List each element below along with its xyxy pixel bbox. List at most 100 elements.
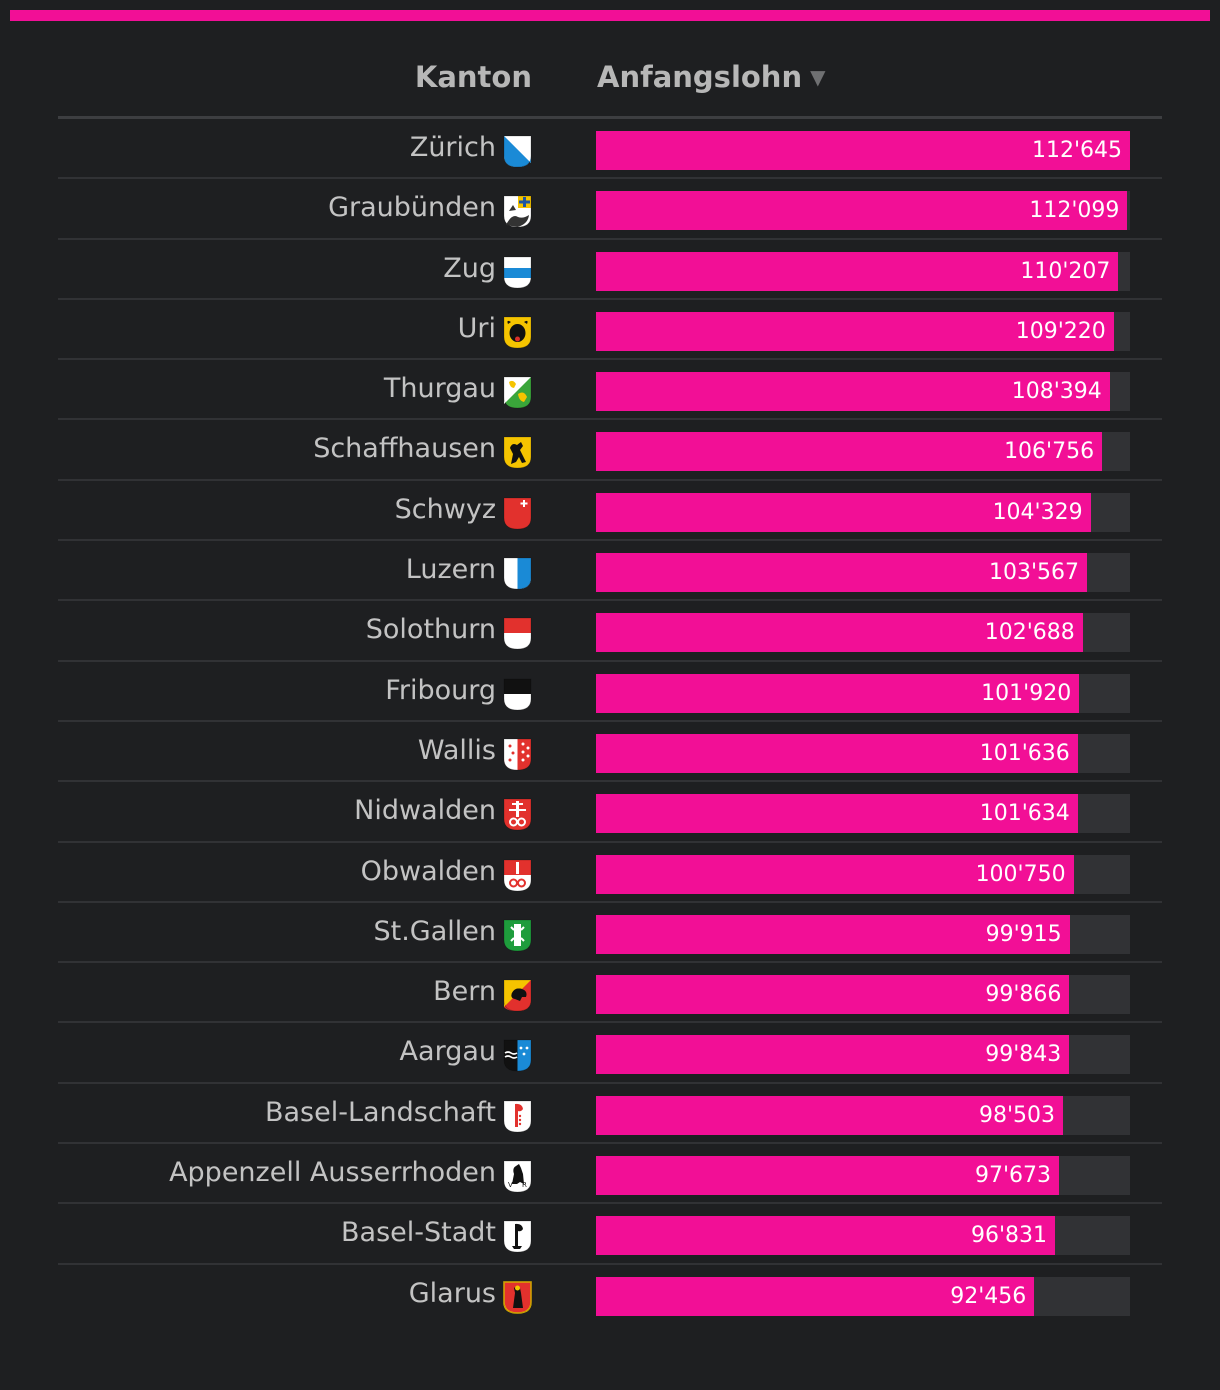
table-row: Wallis 101'636 — [58, 722, 1162, 783]
bar-value-label: 97'673 — [974, 1163, 1051, 1189]
column-header-anfangslohn[interactable]: Anfangslohn ▼ — [597, 60, 826, 94]
bar-track: 101'634 — [596, 794, 1130, 834]
table-row: Solothurn 102'688 — [58, 601, 1162, 662]
bar[interactable]: 101'634 — [596, 794, 1078, 834]
table-row: Uri 109'220 — [58, 300, 1162, 361]
canton-label: Graubünden — [328, 192, 496, 224]
bar-value-label: 99'915 — [985, 921, 1062, 947]
table-row: Glarus 92'456 — [58, 1265, 1162, 1325]
table-row: Aargau 99'843 — [58, 1023, 1162, 1084]
bar-value-label: 110'207 — [1020, 258, 1111, 284]
glarus-flag-icon — [503, 1280, 532, 1314]
table-body: Zürich 112'645 Graubünden 112'099 Zug 110'207… — [58, 119, 1162, 1325]
table-row: St.Gallen 99'915 — [58, 903, 1162, 964]
bar[interactable]: 92'456 — [596, 1276, 1035, 1316]
column-header-anfangslohn-label: Anfangslohn — [597, 60, 803, 94]
bar-value-label: 92'456 — [950, 1283, 1027, 1309]
bar-track: 101'920 — [596, 673, 1130, 713]
bar-track: 110'207 — [596, 251, 1130, 291]
bar-value-label: 104'329 — [992, 499, 1083, 525]
bar[interactable]: 106'756 — [596, 432, 1103, 472]
bar-track: 92'456 — [596, 1276, 1130, 1316]
bar[interactable]: 99'915 — [596, 914, 1070, 954]
basel-landschaft-flag-icon — [503, 1100, 532, 1133]
bar[interactable]: 109'220 — [596, 311, 1114, 351]
bar[interactable]: 104'329 — [596, 492, 1091, 532]
table-row: Zürich 112'645 — [58, 119, 1162, 180]
bar-track: 112'099 — [596, 191, 1130, 231]
column-header-kanton[interactable]: Kanton — [415, 60, 532, 94]
canton-label: Zürich — [409, 132, 496, 163]
canton-label: Solothurn — [365, 614, 496, 646]
bar-value-label: 102'688 — [984, 620, 1075, 646]
bar-value-label: 99'843 — [985, 1042, 1062, 1068]
canton-label: Fribourg — [385, 674, 496, 706]
bar[interactable]: 97'673 — [596, 1156, 1059, 1196]
stgallen-flag-icon — [503, 919, 532, 952]
canton-label: Bern — [433, 976, 496, 1008]
table-header: Kanton Anfangslohn ▼ — [58, 40, 1162, 119]
bar[interactable]: 99'866 — [596, 975, 1070, 1015]
canton-label: Luzern — [405, 554, 496, 586]
table-row: Thurgau 108'394 — [58, 360, 1162, 421]
bar-track: 97'673 — [596, 1156, 1130, 1196]
table-row: Obwalden 100'750 — [58, 843, 1162, 903]
bar-value-label: 108'394 — [1011, 379, 1102, 405]
bar-value-label: 112'645 — [1031, 138, 1122, 163]
bar[interactable]: 112'099 — [596, 191, 1128, 231]
bar-track: 104'329 — [596, 492, 1130, 532]
nidwalden-flag-icon — [503, 798, 532, 831]
bar-value-label: 100'750 — [975, 861, 1066, 887]
bar-track: 99'843 — [596, 1035, 1130, 1075]
canton-label: Nidwalden — [354, 795, 496, 827]
thurgau-flag-icon — [503, 376, 532, 409]
canton-label: Zug — [443, 252, 496, 284]
bar-value-label: 112'099 — [1029, 198, 1120, 224]
bar[interactable]: 98'503 — [596, 1095, 1063, 1135]
table-row: Nidwalden 101'634 — [58, 782, 1162, 843]
bern-flag-icon — [503, 979, 532, 1012]
bar-value-label: 99'866 — [985, 982, 1062, 1008]
bar-track: 112'645 — [596, 131, 1130, 170]
bar-value-label: 98'503 — [978, 1102, 1055, 1128]
bar[interactable]: 110'207 — [596, 251, 1119, 291]
wallis-flag-icon — [503, 738, 532, 771]
svg-text:R: R — [522, 1181, 527, 1189]
bar[interactable]: 102'688 — [596, 613, 1083, 653]
bar[interactable]: 100'750 — [596, 854, 1074, 894]
solothurn-flag-icon — [503, 617, 532, 650]
bar-value-label: 103'567 — [988, 560, 1079, 586]
canton-label: Basel-Landschaft — [264, 1096, 496, 1128]
canton-label: Schaffhausen — [313, 433, 496, 465]
bar[interactable]: 99'843 — [596, 1035, 1070, 1075]
canton-label: St.Gallen — [373, 915, 496, 947]
bar[interactable]: 101'920 — [596, 673, 1080, 713]
table-row: Schaffhausen 106'756 — [58, 420, 1162, 481]
canton-label: Wallis — [417, 734, 496, 766]
salary-table: Kanton Anfangslohn ▼ Zürich 112'645 Graubün… — [58, 40, 1162, 1325]
sort-descending-icon[interactable]: ▼ — [810, 65, 826, 89]
accent-top-bar — [10, 10, 1210, 21]
bar-track: 102'688 — [596, 613, 1130, 653]
zug-flag-icon — [503, 256, 532, 289]
bar[interactable]: 108'394 — [596, 372, 1110, 412]
canton-label: Thurgau — [383, 373, 496, 405]
bar-track: 96'831 — [596, 1216, 1130, 1256]
table-row: Fribourg 101'920 — [58, 662, 1162, 722]
bar-track: 98'503 — [596, 1095, 1130, 1135]
aargau-flag-icon — [503, 1039, 532, 1072]
table-row: Schwyz 104'329 — [58, 481, 1162, 542]
uri-flag-icon — [503, 316, 532, 349]
canton-label: Appenzell Ausserrhoden — [169, 1157, 496, 1189]
bar[interactable]: 112'645 — [596, 131, 1130, 170]
bar-track: 103'567 — [596, 553, 1130, 593]
canton-label: Aargau — [399, 1036, 496, 1068]
bar-value-label: 106'756 — [1004, 439, 1095, 465]
obwalden-flag-icon — [503, 859, 532, 892]
basel-stadt-flag-icon — [503, 1220, 532, 1253]
table-row: Luzern 103'567 — [58, 541, 1162, 602]
bar[interactable]: 103'567 — [596, 553, 1087, 593]
bar[interactable]: 101'636 — [596, 733, 1078, 773]
table-row: Zug 110'207 — [58, 240, 1162, 300]
bar[interactable]: 96'831 — [596, 1216, 1055, 1256]
